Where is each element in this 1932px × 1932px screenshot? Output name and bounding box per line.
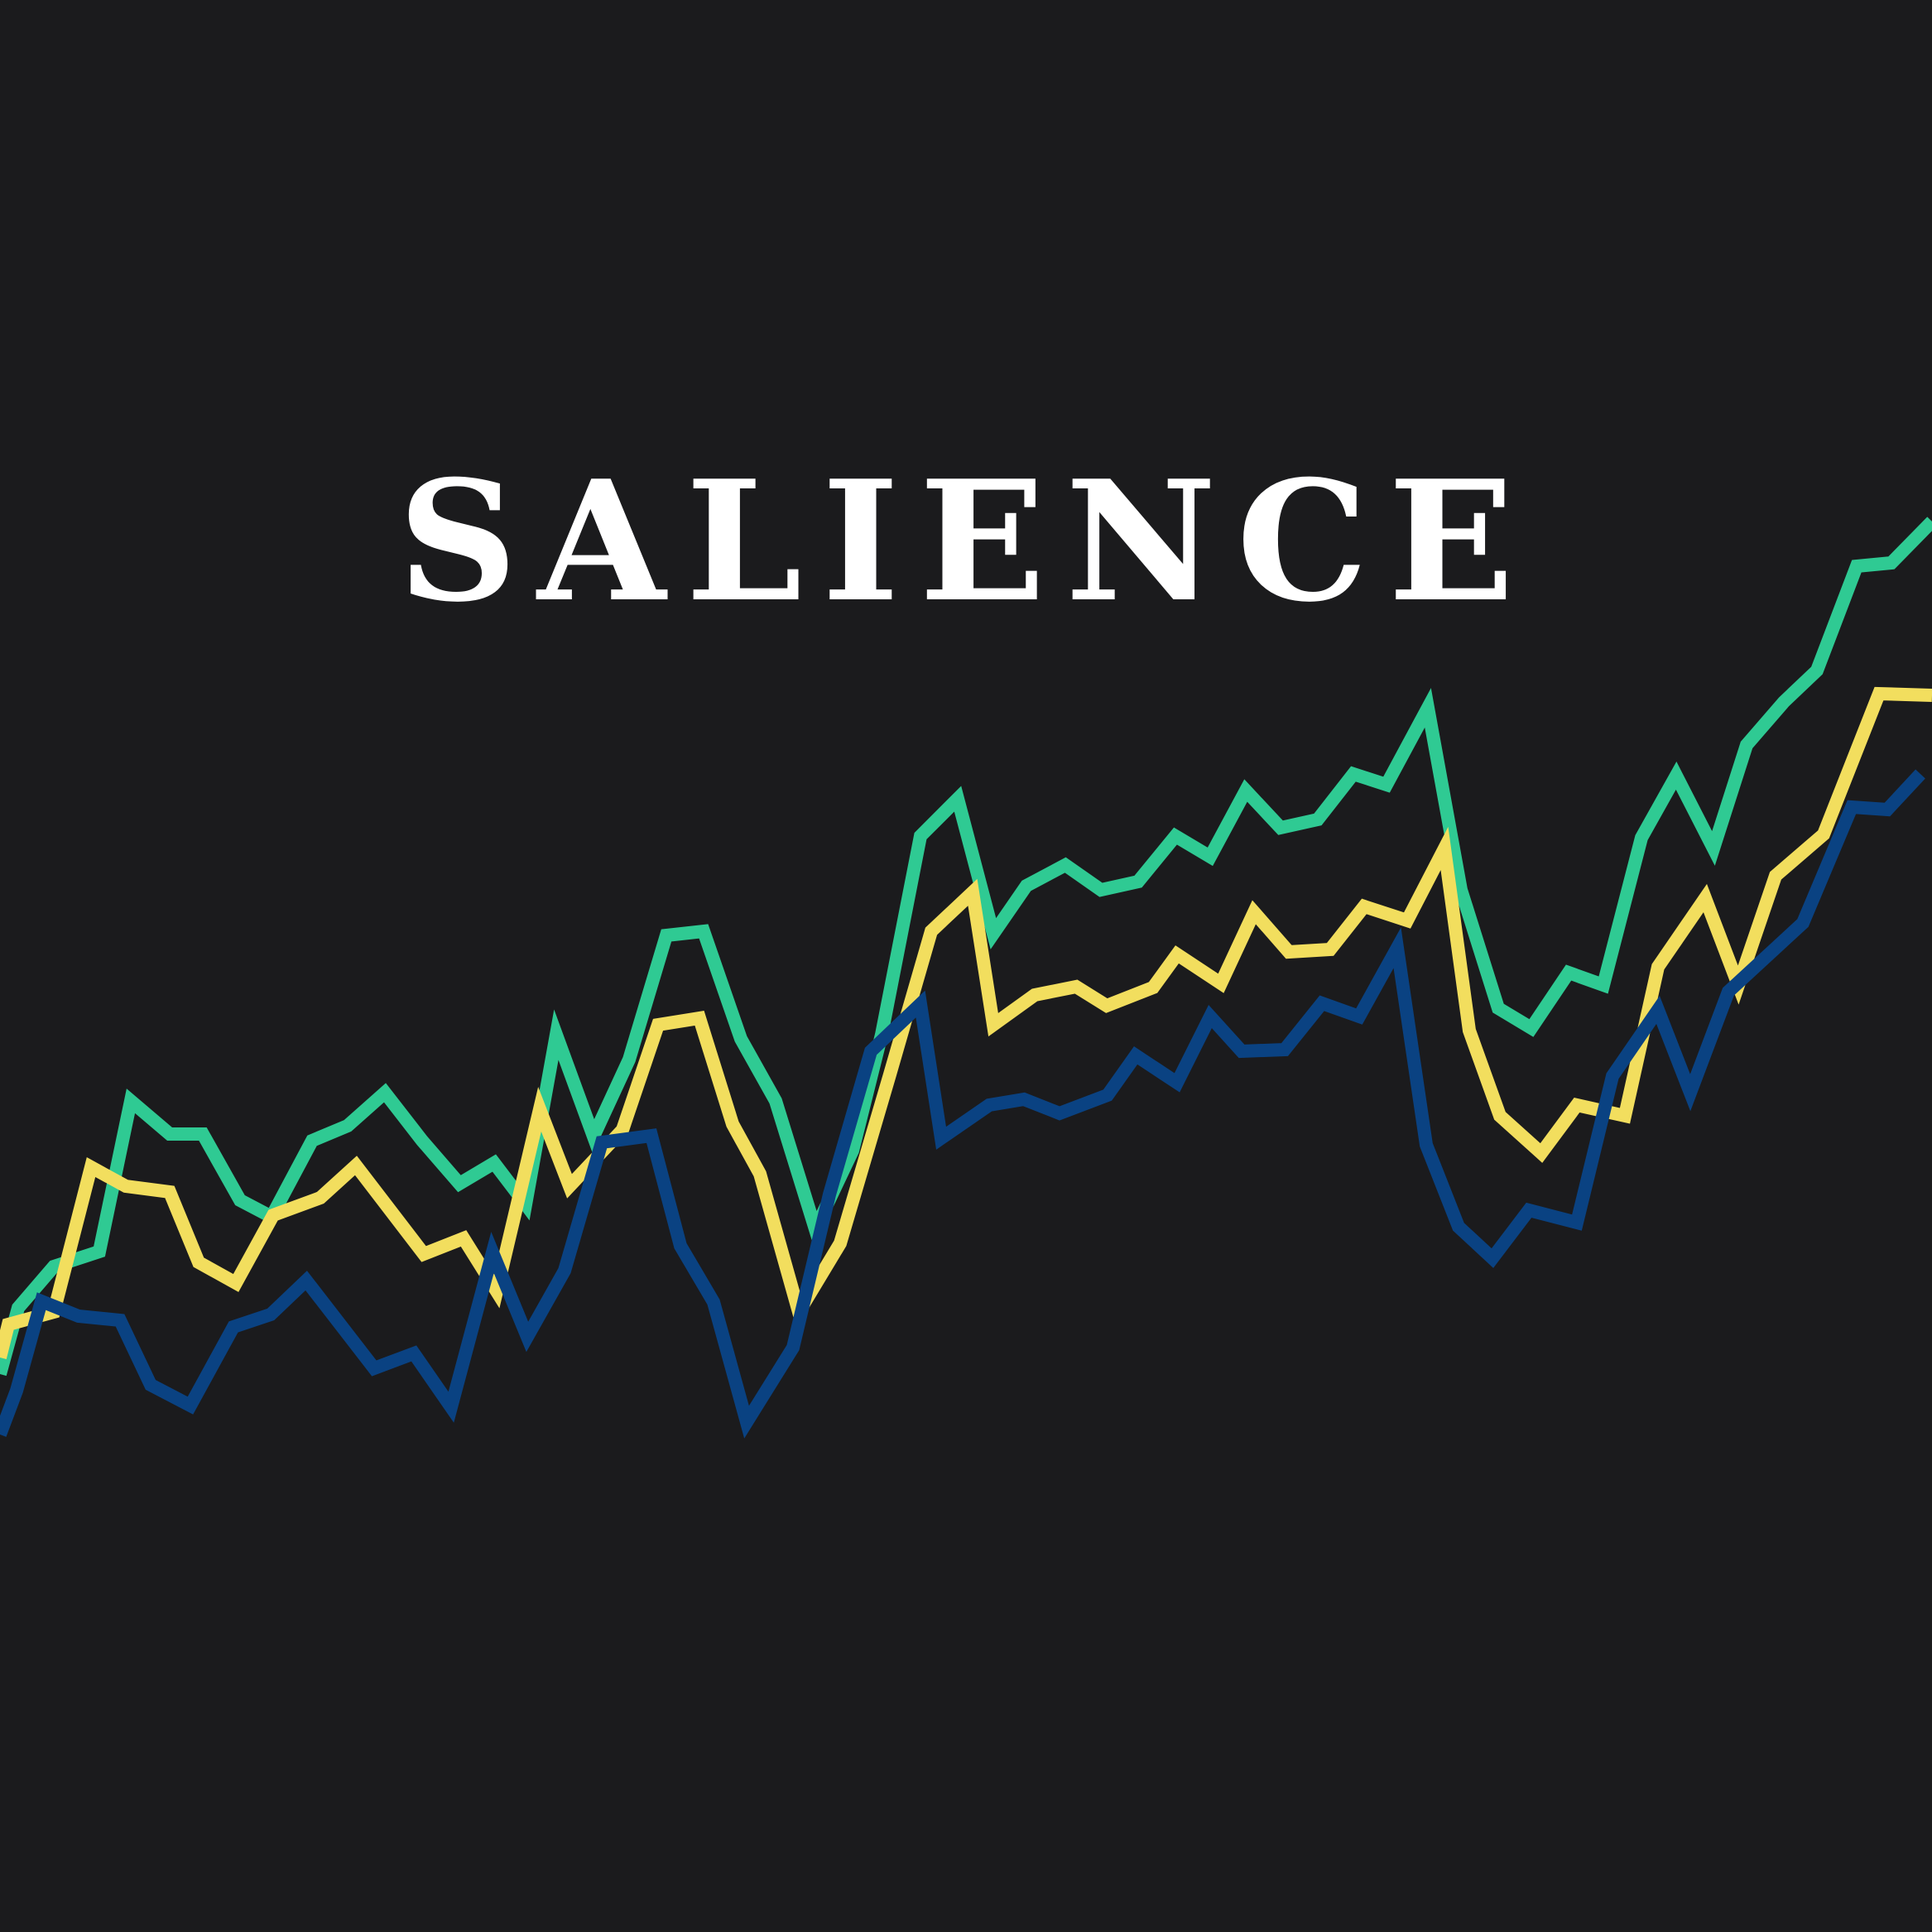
yellow-line	[0, 686, 1932, 1359]
page-title: SALIENCE	[397, 445, 1535, 639]
blue-line	[0, 769, 1925, 1439]
green-line	[0, 517, 1932, 1377]
